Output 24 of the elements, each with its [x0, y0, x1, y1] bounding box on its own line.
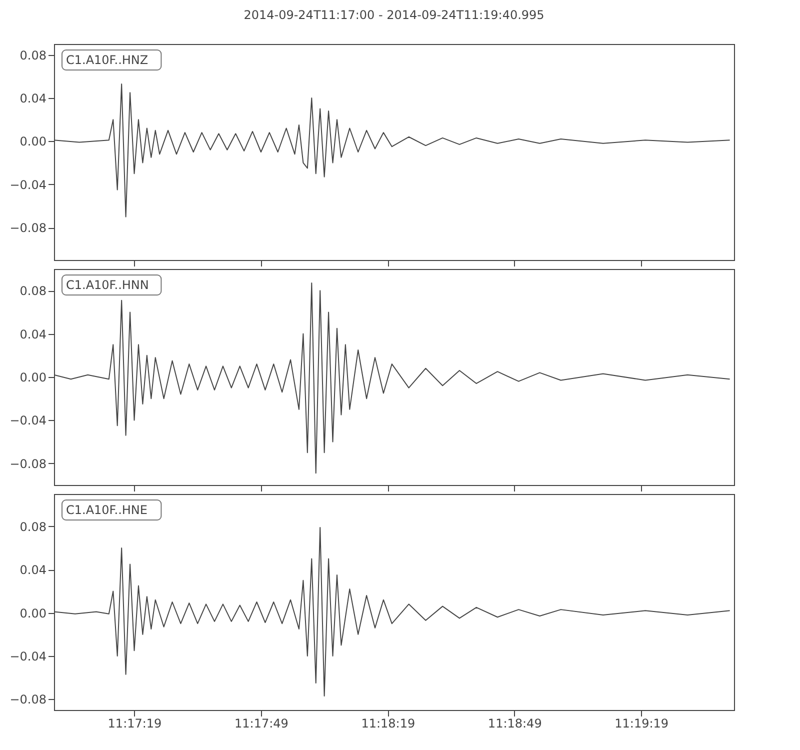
x-tick-label: 11:17:49 — [234, 716, 288, 730]
y-tick-label: 0.00 — [20, 134, 46, 149]
y-tick-label: 0.00 — [20, 370, 46, 384]
y-tick-label: 0.08 — [20, 284, 46, 298]
x-tick-label: 11:18:19 — [361, 716, 416, 730]
y-tick-label: −0.08 — [10, 692, 46, 707]
y-tick-label: 0.04 — [20, 92, 46, 106]
annotation: C1.A10F..HNZ — [66, 53, 148, 67]
annotation: C1.A10F..HNN — [66, 278, 149, 292]
y-tick-label: −0.04 — [10, 414, 46, 428]
y-tick-label: −0.08 — [10, 456, 46, 471]
y-tick-label: 0.04 — [20, 327, 46, 342]
y-tick-label: −0.04 — [10, 178, 46, 192]
chart-title: 2014-09-24T11:17:00 - 2014-09-24T11:19:40.995 — [244, 8, 544, 22]
y-tick-label: 0.08 — [20, 48, 46, 62]
x-tick-label: 11:19:19 — [614, 716, 669, 730]
x-tick-label: 11:18:49 — [488, 716, 542, 730]
annotation: C1.A10F..HNE — [66, 503, 148, 517]
y-tick-label: 0.00 — [20, 606, 46, 620]
y-tick-label: −0.04 — [10, 650, 46, 664]
x-tick-label: 11:17:19 — [108, 716, 162, 730]
y-tick-label: −0.08 — [10, 221, 46, 236]
y-tick-label: 0.04 — [20, 563, 46, 578]
y-tick-label: 0.08 — [20, 520, 46, 534]
